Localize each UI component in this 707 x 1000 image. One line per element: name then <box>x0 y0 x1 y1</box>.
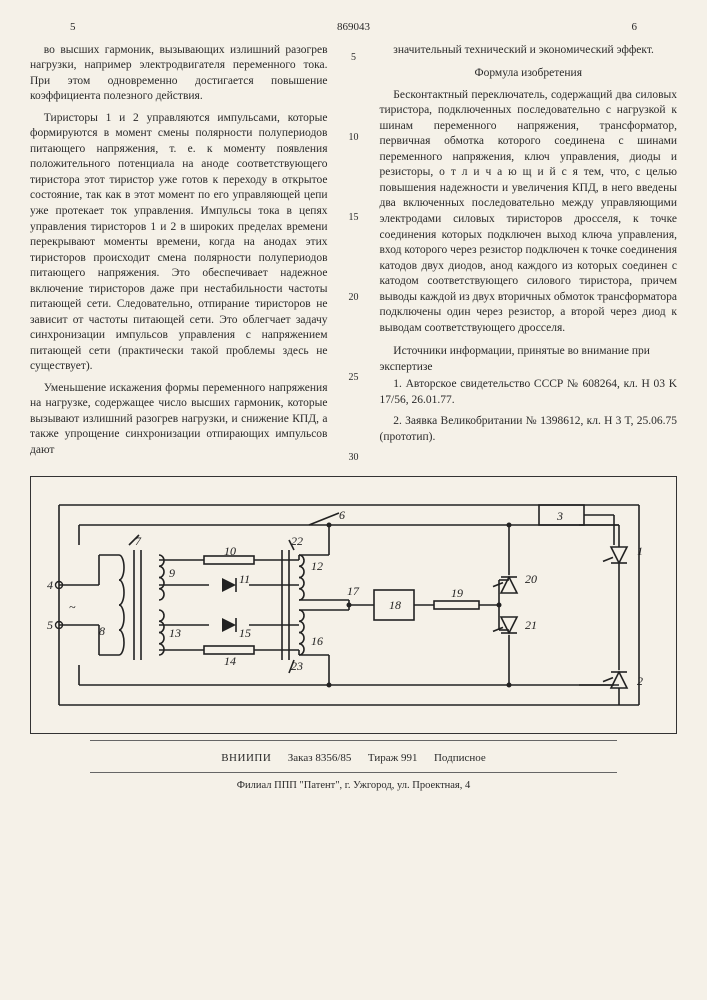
sources-title: Источники информации, принятые во вниман… <box>380 344 678 375</box>
page-header: 5 869043 6 <box>30 20 677 35</box>
svg-text:3: 3 <box>556 509 563 523</box>
circuit-svg: 31245~67891011121314151617181920212223 <box>39 485 659 725</box>
svg-text:23: 23 <box>291 659 303 673</box>
column-left: во высших гармоник, вызывающих излишний … <box>30 43 328 464</box>
svg-text:17: 17 <box>347 584 360 598</box>
svg-text:16: 16 <box>311 634 323 648</box>
svg-text:4: 4 <box>47 578 53 592</box>
svg-text:6: 6 <box>339 508 345 522</box>
footer-address: Филиал ППП "Патент", г. Ужгород, ул. Про… <box>30 779 677 793</box>
svg-text:18: 18 <box>389 598 401 612</box>
source-item: 1. Авторское свидетельство СССР № 608264… <box>380 377 678 408</box>
line-number: 5 <box>346 51 362 65</box>
footer-order: Заказ 8356/85 <box>288 752 352 764</box>
column-right: значительный технический и экономический… <box>380 43 678 464</box>
source-item: 2. Заявка Великобритании № 1398612, кл. … <box>380 414 678 445</box>
line-number: 10 <box>346 131 362 145</box>
line-number: 25 <box>346 371 362 385</box>
footer-rule <box>90 740 617 741</box>
svg-text:15: 15 <box>239 626 251 640</box>
doc-number: 869043 <box>337 20 370 35</box>
svg-text:8: 8 <box>99 624 105 638</box>
svg-text:22: 22 <box>291 534 303 548</box>
formula-title: Формула изобретения <box>380 66 678 82</box>
page-num-left: 5 <box>70 20 76 35</box>
svg-text:21: 21 <box>525 618 537 632</box>
page-num-right: 6 <box>632 20 638 35</box>
svg-text:2: 2 <box>637 674 643 688</box>
footer-tirage: Тираж 991 <box>368 752 418 764</box>
svg-text:12: 12 <box>311 559 323 573</box>
svg-text:5: 5 <box>47 618 53 632</box>
svg-text:19: 19 <box>451 586 463 600</box>
paragraph: Бесконтактный переключатель, содержащий … <box>380 88 678 336</box>
line-number: 15 <box>346 211 362 225</box>
footer-org: ВНИИПИ <box>221 752 271 764</box>
svg-text:1: 1 <box>637 544 643 558</box>
paragraph: во высших гармоник, вызывающих излишний … <box>30 43 328 105</box>
footer-row: ВНИИПИ Заказ 8356/85 Тираж 991 Подписное <box>30 751 677 766</box>
svg-text:11: 11 <box>239 572 250 586</box>
text-columns: во высших гармоник, вызывающих излишний … <box>30 43 677 464</box>
svg-text:14: 14 <box>224 654 236 668</box>
line-number: 30 <box>346 451 362 465</box>
paragraph: значительный технический и экономический… <box>380 43 678 59</box>
line-number-gutter: 5 10 15 20 25 30 <box>346 43 362 464</box>
svg-text:~: ~ <box>69 600 76 614</box>
svg-text:9: 9 <box>169 566 175 580</box>
circuit-diagram: 31245~67891011121314151617181920212223 <box>30 476 677 734</box>
svg-text:13: 13 <box>169 626 181 640</box>
svg-text:7: 7 <box>135 534 142 548</box>
svg-text:10: 10 <box>224 544 236 558</box>
line-number: 20 <box>346 291 362 305</box>
svg-text:20: 20 <box>525 572 537 586</box>
footer-rule <box>90 772 617 773</box>
footer-sub: Подписное <box>434 752 486 764</box>
paragraph: Уменьшение искажения формы переменного н… <box>30 381 328 459</box>
paragraph: Тиристоры 1 и 2 управляются импульсами, … <box>30 111 328 375</box>
